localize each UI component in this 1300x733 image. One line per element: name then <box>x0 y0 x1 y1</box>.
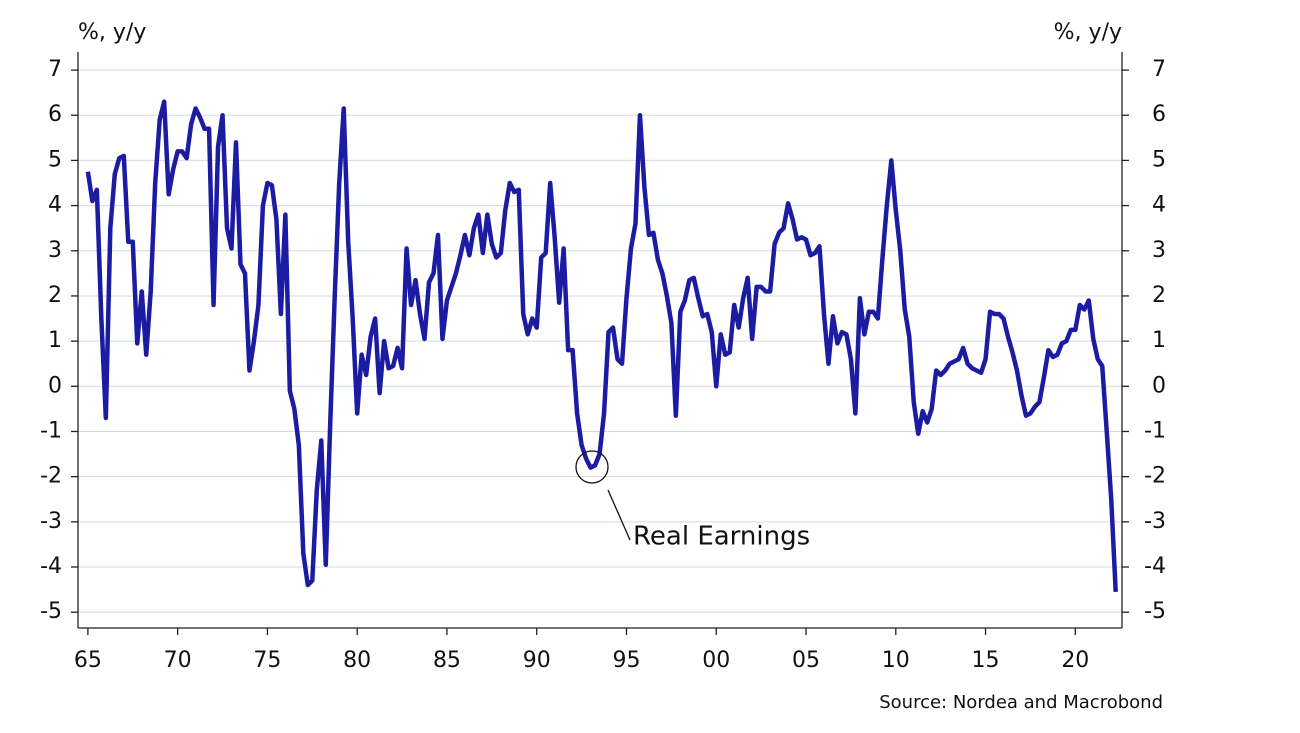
y2-tick-label: 7 <box>1152 57 1166 82</box>
y-tick-label: 2 <box>48 283 62 308</box>
x-tick-label: 85 <box>433 648 461 673</box>
y2-axis-label: %, y/y <box>1054 20 1122 45</box>
x-tick-label: 80 <box>343 648 371 673</box>
annotation-pointer <box>607 489 631 541</box>
y-tick-label: -1 <box>40 418 62 443</box>
y2-tick-label: 4 <box>1152 193 1166 218</box>
y-tick-label: 4 <box>48 193 62 218</box>
y2-tick-label: 3 <box>1152 238 1166 263</box>
x-tick-label: 70 <box>164 648 192 673</box>
data-line <box>85 99 1118 592</box>
y-tick-label: -5 <box>40 599 62 624</box>
x-tick-label: 75 <box>253 648 281 673</box>
y2-tick-label: 2 <box>1152 283 1166 308</box>
y2-tick-label: -5 <box>1144 599 1166 624</box>
annotation-circle <box>575 450 609 484</box>
annotation: Real Earnings <box>633 522 810 552</box>
y2-tick-label: 6 <box>1152 102 1166 127</box>
y2-tick-label: -1 <box>1144 418 1166 443</box>
y-tick-label: 1 <box>48 328 62 353</box>
y-tick-label: -2 <box>40 464 62 489</box>
x-tick-label: 15 <box>972 648 1000 673</box>
x-tick-label: 90 <box>523 648 551 673</box>
y-tick-label: 3 <box>48 238 62 263</box>
y2-tick-label: -3 <box>1144 509 1166 534</box>
y-tick-label: -4 <box>40 554 62 579</box>
y2-tick-label: 1 <box>1152 328 1166 353</box>
y-tick-label: -3 <box>40 509 62 534</box>
x-tick-label: 20 <box>1061 648 1089 673</box>
y2-tick-label: -2 <box>1144 464 1166 489</box>
x-tick-label: 65 <box>74 648 102 673</box>
y2-tick-label: -4 <box>1144 554 1166 579</box>
y-tick-label: 6 <box>48 102 62 127</box>
source: Source: Nordea and Macrobond <box>879 692 1163 713</box>
y2-tick-label: 0 <box>1152 373 1166 398</box>
y-tick-label: 5 <box>48 147 62 172</box>
y-axis-label: %, y/y <box>78 20 146 45</box>
x-tick-label: 05 <box>792 648 820 673</box>
y-tick-label: 0 <box>48 373 62 398</box>
x-tick-label: 10 <box>882 648 910 673</box>
x-tick-label: 95 <box>612 648 640 673</box>
x-tick-label: 00 <box>702 648 730 673</box>
y2-tick-label: 5 <box>1152 147 1166 172</box>
y-tick-label: 7 <box>48 57 62 82</box>
